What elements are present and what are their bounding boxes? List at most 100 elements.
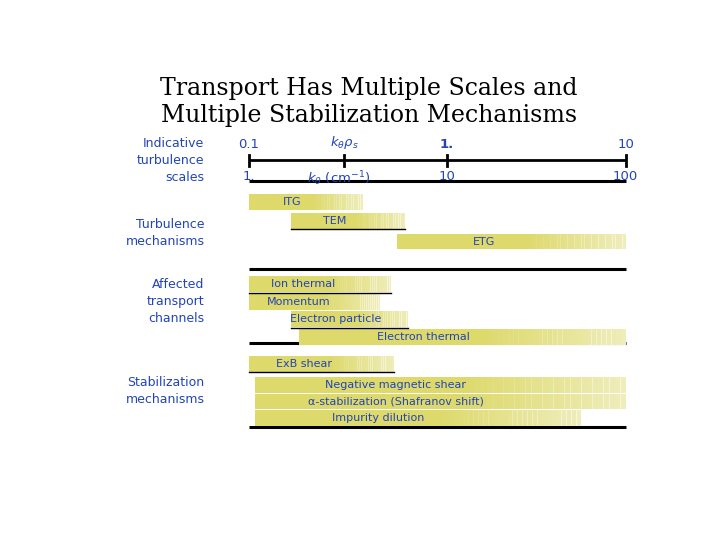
Bar	[503, 394, 509, 409]
Bar	[544, 234, 547, 249]
Bar	[333, 356, 336, 372]
Text: 1.: 1.	[440, 138, 454, 151]
Bar	[354, 213, 356, 228]
Bar	[564, 377, 570, 393]
Bar	[618, 234, 623, 249]
Bar	[354, 294, 357, 310]
Bar	[345, 294, 347, 310]
Bar	[387, 213, 389, 228]
Bar	[487, 377, 492, 393]
Bar	[356, 312, 358, 327]
Bar	[598, 377, 604, 393]
Bar	[562, 329, 567, 345]
Bar	[397, 234, 626, 249]
Bar	[341, 294, 343, 310]
Bar	[508, 410, 513, 426]
Bar	[518, 410, 523, 426]
Text: α-stabilization (Shafranov shift): α-stabilization (Shafranov shift)	[307, 396, 484, 407]
Bar	[567, 329, 572, 345]
Bar	[353, 294, 355, 310]
Bar	[339, 194, 342, 210]
Bar	[396, 312, 398, 327]
Bar	[338, 276, 341, 292]
Bar	[377, 294, 379, 310]
Bar	[593, 394, 598, 409]
Bar	[364, 213, 366, 228]
Bar	[514, 377, 521, 393]
Bar	[366, 294, 369, 310]
Bar	[380, 312, 382, 327]
Bar	[377, 276, 379, 292]
Bar	[609, 377, 615, 393]
Bar	[611, 329, 616, 345]
Bar	[393, 213, 395, 228]
Bar	[392, 312, 395, 327]
Bar	[381, 276, 383, 292]
Bar	[557, 410, 562, 426]
Bar	[379, 213, 382, 228]
Bar	[377, 356, 379, 372]
Bar	[394, 312, 396, 327]
Bar	[470, 394, 476, 409]
Bar	[554, 234, 557, 249]
Bar	[498, 394, 504, 409]
Bar	[562, 410, 567, 426]
Bar	[385, 356, 388, 372]
Bar	[355, 356, 358, 372]
Bar	[498, 377, 504, 393]
Bar	[478, 410, 484, 426]
Bar	[402, 312, 405, 327]
Bar	[336, 194, 338, 210]
Bar	[615, 394, 621, 409]
Bar	[546, 410, 552, 426]
Bar	[325, 294, 328, 310]
Bar	[557, 329, 562, 345]
Bar	[620, 394, 626, 409]
Bar	[542, 394, 549, 409]
Bar	[346, 194, 348, 210]
Bar	[548, 377, 554, 393]
Bar	[368, 276, 371, 292]
Text: 100: 100	[613, 170, 639, 183]
Bar	[366, 312, 368, 327]
Bar	[331, 276, 334, 292]
Text: Electron particle: Electron particle	[289, 314, 381, 324]
Bar	[581, 377, 588, 393]
Bar	[376, 213, 379, 228]
Bar	[606, 329, 611, 345]
Bar	[542, 410, 547, 426]
Bar	[379, 356, 382, 372]
Bar	[377, 312, 379, 327]
Bar	[339, 294, 341, 310]
Bar	[340, 356, 343, 372]
Bar	[464, 410, 469, 426]
Bar	[356, 194, 359, 210]
Bar	[398, 213, 401, 228]
Bar	[470, 377, 476, 393]
Bar	[249, 356, 394, 372]
Bar	[481, 394, 487, 409]
Bar	[577, 329, 582, 345]
Bar	[554, 394, 559, 409]
Bar	[249, 294, 380, 310]
Bar	[351, 356, 354, 372]
Bar	[334, 194, 336, 210]
Bar	[366, 276, 369, 292]
Text: Ion thermal: Ion thermal	[271, 279, 336, 289]
Text: Electron thermal: Electron thermal	[377, 332, 469, 342]
Bar	[454, 410, 459, 426]
Bar	[372, 356, 375, 372]
Text: 10: 10	[438, 170, 456, 183]
Bar	[356, 294, 359, 310]
Bar	[603, 394, 610, 409]
Bar	[374, 294, 377, 310]
Bar	[395, 213, 397, 228]
Bar	[329, 356, 331, 372]
Text: Turbulence
mechanisms: Turbulence mechanisms	[125, 218, 204, 248]
Bar	[564, 234, 568, 249]
Text: $k_\theta\rho_s$: $k_\theta\rho_s$	[330, 134, 359, 151]
Bar	[509, 394, 515, 409]
Bar	[552, 329, 558, 345]
Bar	[392, 213, 394, 228]
Bar	[359, 276, 362, 292]
